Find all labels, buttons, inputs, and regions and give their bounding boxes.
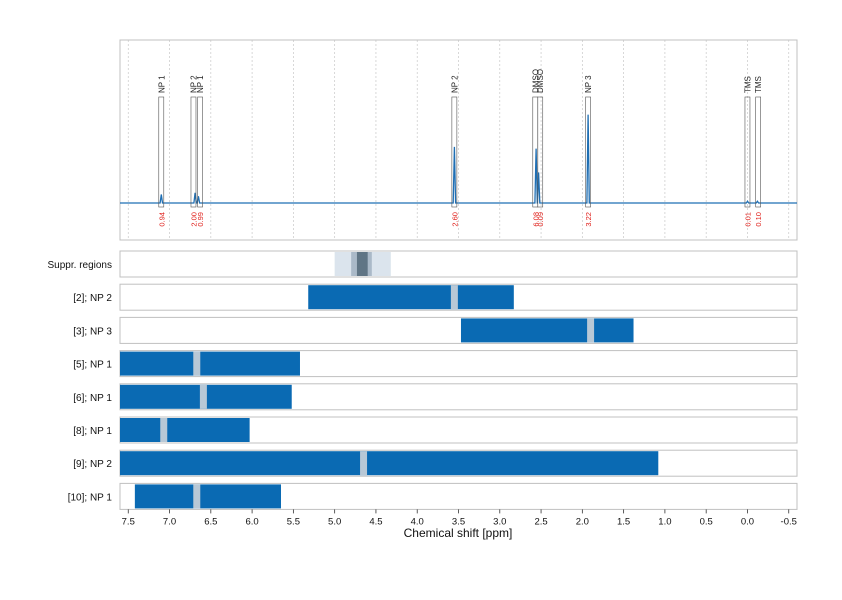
suppr-band [356,252,368,276]
x-tick-label: 2.5 [534,516,547,527]
signal-box [755,96,761,208]
track-gap [193,484,201,509]
x-axis: 7.5 7.0 6.5 6.0 5.5 5.0 4.5 4.0 3.5 3.0 2.5 2.0 1.5 1… [122,509,797,527]
signal-label: DMSO [536,69,545,93]
track-frame [119,316,798,344]
x-tick-label: 1.0 [658,516,671,527]
grid-lines [127,40,790,240]
integral-label: 0.10 [754,212,763,227]
x-tick-label: 3.0 [493,516,506,527]
track-bar [120,418,250,442]
x-tick-label: 7.5 [122,516,135,527]
bar-tracks: Suppr. regions [2]; NP 2 [3]; NP 3 [5]; NP … [48,250,798,510]
track-label: [5]; NP 1 [73,360,112,371]
x-tick-label: 4.0 [411,516,424,527]
integral-label: 2.00 [189,212,198,227]
signal-label: NP 1 [157,75,166,93]
suppr-label: Suppr. regions [48,260,113,271]
signal-label: DMSO [531,69,540,93]
integral-label: 0.99 [196,212,205,227]
signal-label: NP 3 [584,75,593,93]
spectrum-line [120,114,797,204]
signal-label: TMS [743,76,752,93]
integral-label: 6.08 [531,212,540,227]
spectrum-frame [119,39,798,241]
signal-box [451,96,458,208]
x-axis-label: Chemical shift [ppm] [404,526,513,540]
track-label: [10]; NP 1 [68,492,113,503]
track-gap [360,451,368,476]
track-bar [460,318,634,343]
x-tick-label: 5.5 [287,516,300,527]
track-gap [193,351,201,376]
track-label: [3]; NP 3 [73,326,112,337]
track-gap [450,285,458,310]
signal-box [585,96,591,208]
integral-label: 3.22 [584,212,593,227]
track-label: [8]; NP 1 [73,426,112,437]
track-label: [9]; NP 2 [73,459,112,470]
integral-label: 0.94 [157,212,166,227]
x-tick-label: 5.0 [328,516,341,527]
track-label: [6]; NP 1 [73,393,112,404]
x-tick-label: 1.5 [617,516,630,527]
spectrum-panel: NP 1 0.94 NP 2 2.00 NP 1 0.99 NP 2 2.60 DMSO 6.08… [119,39,798,241]
integral-label: 0.09 [536,212,545,227]
x-tick-label: 4.5 [369,516,382,527]
track-bar [120,451,659,476]
track-gap [587,318,595,343]
x-tick-label: 3.5 [452,516,465,527]
track-label: [2]; NP 2 [73,293,112,304]
signal-box [744,96,751,208]
x-tick-label: 7.0 [163,516,176,527]
signal-label: NP 1 [196,75,205,93]
integral-label: 0.01 [743,212,752,227]
track-bar [134,484,281,509]
track-bar [120,351,300,376]
suppr-frame [119,250,798,278]
track-gap [160,418,168,442]
signal-box [158,96,165,208]
signal-label: NP 2 [450,75,459,93]
signal-label: NP 2 [189,75,198,93]
x-tick-label: -0.5 [781,516,797,527]
signal-box [197,96,203,208]
track-bar [308,285,514,310]
x-tick-label: 6.5 [204,516,217,527]
track-gap [199,384,207,409]
signal-box [537,96,544,208]
signal-box [190,96,197,208]
x-tick-label: 0.0 [741,516,754,527]
integral-label: 2.60 [450,212,459,227]
x-tick-label: 0.5 [700,516,713,527]
x-tick-label: 6.0 [245,516,258,527]
signal-label: TMS [754,76,763,93]
x-tick-label: 2.0 [576,516,589,527]
